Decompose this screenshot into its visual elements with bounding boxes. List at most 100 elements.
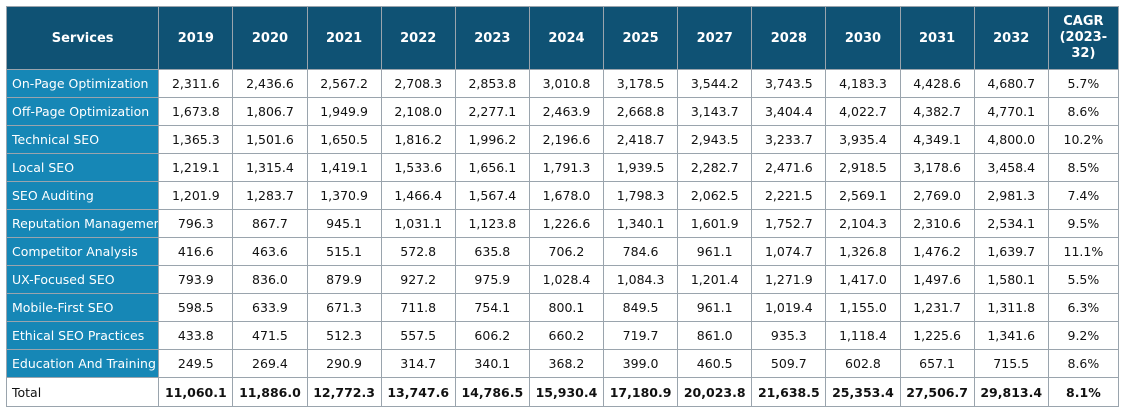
cagr-cell: 8.5% xyxy=(1048,154,1119,182)
value-cell: 671.3 xyxy=(307,294,382,322)
header-year-2025: 2025 xyxy=(604,6,679,70)
table-row: Ethical SEO Practices 433.8 471.5 512.3 557.… xyxy=(6,322,1119,350)
value-cell: 1,580.1 xyxy=(974,266,1049,294)
value-cell: 2,418.7 xyxy=(604,126,679,154)
value-cell: 602.8 xyxy=(826,350,901,378)
value-cell: 660.2 xyxy=(529,322,605,350)
value-cell: 509.7 xyxy=(752,350,827,378)
value-cell: 1,949.9 xyxy=(307,98,382,126)
header-year-2027: 2027 xyxy=(678,6,753,70)
header-row: Services 2019 2020 2021 2022 2023 2024 2025 202… xyxy=(6,6,1119,70)
value-cell: 433.8 xyxy=(159,322,234,350)
value-cell: 4,680.7 xyxy=(974,70,1049,98)
value-cell: 961.1 xyxy=(678,294,753,322)
value-cell: 2,668.8 xyxy=(604,98,679,126)
value-cell: 879.9 xyxy=(307,266,382,294)
table-body: On-Page Optimization 2,311.6 2,436.6 2,567.… xyxy=(6,70,1119,407)
value-cell: 572.8 xyxy=(381,238,456,266)
value-cell: 2,708.3 xyxy=(381,70,456,98)
value-cell: 2,569.1 xyxy=(826,182,901,210)
value-cell: 1,816.2 xyxy=(381,126,456,154)
table-row: Technical SEO 1,365.3 1,501.6 1,650.5 1,816.… xyxy=(6,126,1119,154)
value-cell: 1,341.6 xyxy=(974,322,1049,350)
value-cell: 715.5 xyxy=(974,350,1049,378)
value-cell: 4,022.7 xyxy=(826,98,901,126)
value-cell: 399.0 xyxy=(604,350,679,378)
value-cell: 269.4 xyxy=(233,350,308,378)
value-cell: 1,673.8 xyxy=(159,98,234,126)
value-cell: 2,534.1 xyxy=(974,210,1049,238)
value-cell: 2,853.8 xyxy=(455,70,530,98)
table-row: Competitor Analysis 416.6 463.6 515.1 572.8 6… xyxy=(6,238,1119,266)
value-cell: 460.5 xyxy=(678,350,753,378)
value-cell: 1,939.5 xyxy=(604,154,679,182)
value-cell: 800.1 xyxy=(529,294,605,322)
value-cell: 25,353.4 xyxy=(826,378,901,407)
value-cell: 1,326.8 xyxy=(826,238,901,266)
value-cell: 1,601.9 xyxy=(678,210,753,238)
value-cell: 4,428.6 xyxy=(900,70,975,98)
value-cell: 3,143.7 xyxy=(678,98,753,126)
table-row: UX-Focused SEO 793.9 836.0 879.9 927.2 975.9 1… xyxy=(6,266,1119,294)
value-cell: 1,074.7 xyxy=(752,238,827,266)
header-year-2031: 2031 xyxy=(900,6,975,70)
service-name: Education And Training xyxy=(6,350,160,378)
value-cell: 633.9 xyxy=(233,294,308,322)
value-cell: 29,813.4 xyxy=(974,378,1049,407)
value-cell: 1,650.5 xyxy=(307,126,382,154)
value-cell: 606.2 xyxy=(455,322,530,350)
header-year-2030: 2030 xyxy=(826,6,901,70)
cagr-cell: 5.7% xyxy=(1048,70,1119,98)
value-cell: 796.3 xyxy=(159,210,234,238)
value-cell: 27,506.7 xyxy=(900,378,975,407)
value-cell: 4,770.1 xyxy=(974,98,1049,126)
value-cell: 1,501.6 xyxy=(233,126,308,154)
value-cell: 557.5 xyxy=(381,322,456,350)
value-cell: 21,638.5 xyxy=(752,378,827,407)
value-cell: 1,533.6 xyxy=(381,154,456,182)
value-cell: 11,060.1 xyxy=(159,378,234,407)
value-cell: 1,271.9 xyxy=(752,266,827,294)
cagr-cell: 8.6% xyxy=(1048,350,1119,378)
value-cell: 961.1 xyxy=(678,238,753,266)
value-cell: 249.5 xyxy=(159,350,234,378)
service-name: Reputation Management xyxy=(6,210,160,238)
value-cell: 512.3 xyxy=(307,322,382,350)
header-services: Services xyxy=(6,6,160,70)
value-cell: 12,772.3 xyxy=(307,378,382,407)
header-year-2019: 2019 xyxy=(159,6,234,70)
value-cell: 2,436.6 xyxy=(233,70,308,98)
value-cell: 2,471.6 xyxy=(752,154,827,182)
value-cell: 4,183.3 xyxy=(826,70,901,98)
value-cell: 1,370.9 xyxy=(307,182,382,210)
service-name: Competitor Analysis xyxy=(6,238,160,266)
service-name: Technical SEO xyxy=(6,126,160,154)
service-name: On-Page Optimization xyxy=(6,70,160,98)
table-row: On-Page Optimization 2,311.6 2,436.6 2,567.… xyxy=(6,70,1119,98)
value-cell: 1,283.7 xyxy=(233,182,308,210)
header-year-2032: 2032 xyxy=(974,6,1049,70)
cagr-cell: 11.1% xyxy=(1048,238,1119,266)
value-cell: 2,769.0 xyxy=(900,182,975,210)
value-cell: 784.6 xyxy=(604,238,679,266)
value-cell: 1,476.2 xyxy=(900,238,975,266)
header-cagr: CAGR (2023-32) xyxy=(1048,6,1119,70)
value-cell: 2,311.6 xyxy=(159,70,234,98)
value-cell: 1,791.3 xyxy=(529,154,605,182)
service-name: Off-Page Optimization xyxy=(6,98,160,126)
value-cell: 1,798.3 xyxy=(604,182,679,210)
header-year-2021: 2021 xyxy=(307,6,382,70)
value-cell: 1,466.4 xyxy=(381,182,456,210)
value-cell: 1,118.4 xyxy=(826,322,901,350)
value-cell: 657.1 xyxy=(900,350,975,378)
total-label: Total xyxy=(6,378,160,407)
value-cell: 1,028.4 xyxy=(529,266,605,294)
value-cell: 15,930.4 xyxy=(529,378,605,407)
value-cell: 1,123.8 xyxy=(455,210,530,238)
service-name: UX-Focused SEO xyxy=(6,266,160,294)
value-cell: 849.5 xyxy=(604,294,679,322)
cagr-cell: 8.6% xyxy=(1048,98,1119,126)
value-cell: 3,010.8 xyxy=(529,70,605,98)
value-cell: 1,340.1 xyxy=(604,210,679,238)
cagr-cell: 6.3% xyxy=(1048,294,1119,322)
